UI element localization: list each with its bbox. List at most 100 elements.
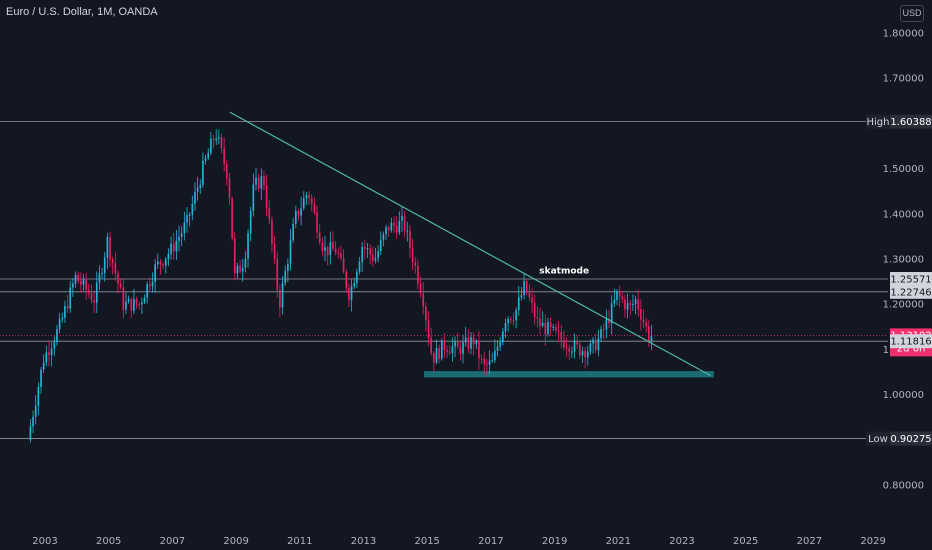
candle-up bbox=[300, 208, 302, 216]
candle-up bbox=[236, 265, 239, 274]
candle-up bbox=[592, 339, 594, 344]
candle-up bbox=[146, 284, 149, 298]
candle-up bbox=[358, 261, 361, 272]
candle-down bbox=[531, 297, 533, 303]
candle-down bbox=[321, 242, 324, 251]
candle-up bbox=[552, 326, 555, 328]
candle-up bbox=[260, 176, 263, 189]
candle-down bbox=[225, 163, 228, 179]
candle-down bbox=[297, 211, 300, 216]
candle-up bbox=[252, 184, 255, 211]
candle-down bbox=[393, 222, 395, 226]
candle-up bbox=[502, 331, 504, 343]
candle-down bbox=[472, 337, 475, 345]
candle-up bbox=[626, 303, 629, 310]
candle-down bbox=[130, 298, 133, 311]
candle-up bbox=[154, 264, 156, 282]
candle-down bbox=[536, 317, 539, 319]
candle-up bbox=[183, 222, 186, 234]
candle-up bbox=[613, 299, 616, 304]
candle-up bbox=[58, 319, 61, 330]
candle-down bbox=[409, 230, 411, 249]
candle-up bbox=[470, 337, 472, 349]
level-value: 1.11816 bbox=[890, 337, 931, 348]
candle-down bbox=[642, 319, 645, 323]
candle-up bbox=[398, 220, 401, 233]
x-tick-label: 2029 bbox=[860, 536, 885, 547]
candle-down bbox=[364, 246, 366, 249]
candle-up bbox=[385, 227, 387, 235]
candle-down bbox=[279, 289, 281, 308]
candle-down bbox=[122, 287, 125, 310]
candle-down bbox=[509, 319, 512, 321]
candle-down bbox=[467, 337, 470, 349]
time-to-close-label: 2d 6h bbox=[897, 343, 926, 354]
candle-down bbox=[584, 351, 586, 358]
candle-up bbox=[125, 301, 127, 310]
candle-up bbox=[247, 233, 249, 259]
x-tick-label: 2011 bbox=[287, 536, 312, 547]
candle-down bbox=[212, 138, 215, 141]
candle-down bbox=[369, 248, 371, 255]
candle-up bbox=[175, 240, 178, 252]
x-tick-label: 2013 bbox=[351, 536, 376, 547]
candle-down bbox=[478, 340, 480, 359]
candle-down bbox=[608, 319, 610, 324]
marker-value-box bbox=[890, 114, 932, 129]
candle-down bbox=[273, 243, 276, 259]
candle-down bbox=[159, 261, 162, 265]
candle-up bbox=[106, 237, 109, 258]
candle-up bbox=[95, 282, 98, 303]
candle-up bbox=[188, 214, 191, 216]
candle-up bbox=[199, 184, 202, 188]
candle-down bbox=[109, 237, 111, 260]
candle-down bbox=[348, 287, 350, 301]
candle-up bbox=[547, 322, 549, 335]
candle-down bbox=[621, 296, 624, 300]
marker-value: 1.60388 bbox=[890, 117, 931, 128]
y-tick-label: 1.70000 bbox=[883, 74, 924, 85]
candle-down bbox=[539, 318, 541, 326]
candle-down bbox=[425, 306, 427, 321]
y-tick-label: 1.30000 bbox=[883, 255, 924, 266]
candle-up bbox=[56, 329, 58, 343]
candle-up bbox=[302, 198, 305, 209]
candle-up bbox=[435, 348, 438, 363]
candle-down bbox=[602, 329, 605, 331]
x-tick-label: 2005 bbox=[96, 536, 121, 547]
level-value-box bbox=[890, 272, 932, 287]
currency-button[interactable]: USD bbox=[900, 5, 924, 22]
candle-up bbox=[69, 287, 72, 309]
level-value: 1.22746 bbox=[890, 287, 931, 298]
candle-up bbox=[98, 273, 101, 283]
candle-down bbox=[342, 257, 345, 272]
candle-down bbox=[578, 344, 581, 356]
candle-up bbox=[610, 303, 613, 324]
x-tick-label: 2007 bbox=[160, 536, 185, 547]
candle-up bbox=[292, 224, 294, 241]
candle-down bbox=[645, 322, 647, 327]
candle-down bbox=[624, 299, 626, 310]
candle-down bbox=[427, 320, 430, 338]
candle-down bbox=[149, 284, 151, 287]
candle-down bbox=[395, 225, 398, 233]
trendline bbox=[229, 111, 711, 377]
candle-up bbox=[523, 281, 525, 296]
candle-up bbox=[133, 298, 135, 311]
candle-up bbox=[517, 297, 520, 311]
candle-down bbox=[433, 353, 435, 363]
candle-up bbox=[305, 195, 308, 199]
candle-up bbox=[204, 158, 207, 161]
candle-down bbox=[111, 259, 114, 263]
candle-down bbox=[459, 346, 462, 354]
candle-up bbox=[571, 351, 573, 353]
x-tick-label: 2019 bbox=[542, 536, 567, 547]
candle-up bbox=[356, 271, 358, 284]
x-tick-label: 2009 bbox=[223, 536, 248, 547]
candle-up bbox=[194, 191, 196, 204]
level-value-box bbox=[890, 284, 932, 299]
candle-down bbox=[310, 198, 313, 204]
candle-up bbox=[202, 160, 204, 185]
candle-up bbox=[491, 360, 494, 362]
